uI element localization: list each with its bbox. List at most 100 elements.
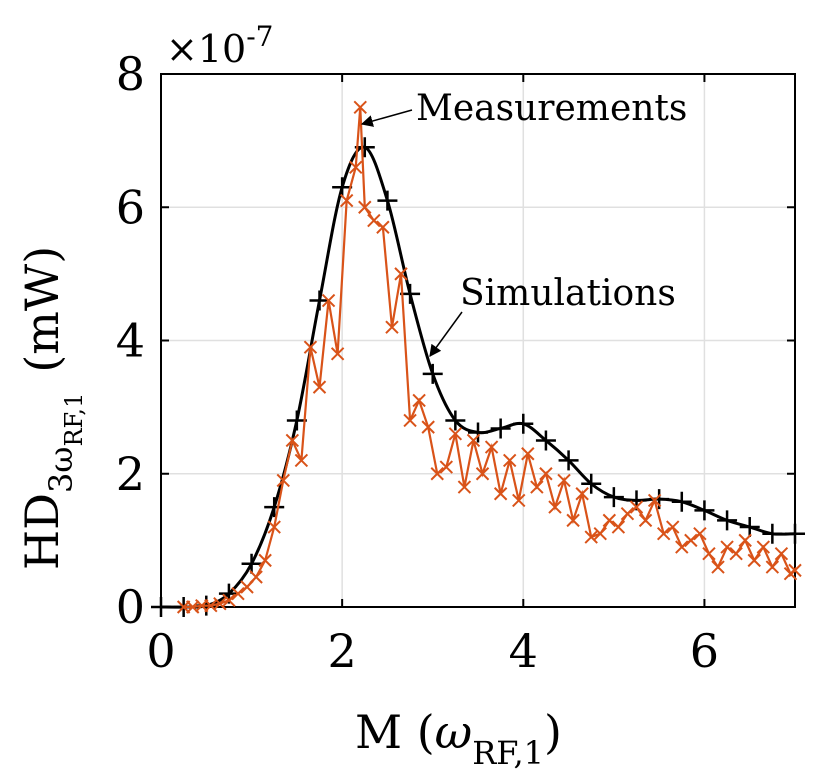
measurements-point: [512, 493, 526, 508]
measurements-point: [521, 447, 535, 461]
simulations-point: [535, 430, 556, 451]
simulations-point: [490, 418, 511, 439]
simulations-point: [468, 422, 488, 443]
measurements-point: [548, 500, 562, 514]
simulations-point: [603, 487, 624, 508]
measurements-point: [629, 500, 644, 514]
measurements-point: [353, 100, 367, 115]
simulations-point: [717, 510, 738, 531]
measurements-point: [321, 293, 336, 308]
measurements-point: [493, 487, 508, 501]
measurements-point: [702, 546, 716, 561]
measurements-point: [421, 420, 435, 434]
y-exponent: ×10-7: [166, 20, 273, 71]
measurements-point: [611, 520, 626, 534]
x-tick-label: 4: [509, 624, 538, 678]
measurements-point: [339, 193, 354, 208]
simulations-point: [309, 290, 330, 311]
y-tick-label: 8: [116, 47, 145, 101]
simulations-point: [694, 500, 715, 521]
simulations-point: [264, 497, 285, 518]
simulations-point: [400, 283, 421, 304]
measurements-point: [756, 540, 771, 554]
measurements-point: [656, 527, 671, 541]
ticks: [160, 73, 795, 608]
x-tick-label: 6: [690, 624, 719, 678]
measurements-point: [747, 553, 761, 568]
measurements-point: [729, 546, 743, 561]
measurements-point: [693, 527, 707, 541]
measurements-point: [330, 347, 345, 361]
x-tick-label: 0: [146, 624, 175, 678]
measurements-point: [593, 527, 607, 541]
measurements-point: [638, 513, 653, 528]
measurements-point: [457, 480, 472, 494]
measurements-point: [711, 560, 725, 574]
measurements-point: [647, 493, 662, 508]
measurements-point: [231, 586, 245, 601]
annotations: Measurements Simulations: [360, 88, 687, 357]
y-tick-label: 0: [116, 580, 145, 634]
measurements-point: [430, 467, 444, 481]
measurements-point: [349, 160, 363, 174]
y-tick-labels: 0 2 4 6 8: [116, 47, 145, 634]
measurements-point: [475, 467, 490, 481]
y-axis-title: HD3ωRF,1(mW): [15, 246, 88, 570]
measurements-point: [620, 507, 635, 521]
measurements-point: [403, 413, 417, 428]
measurements-point: [276, 473, 290, 488]
measurements-point: [358, 200, 372, 214]
simulations-point: [762, 523, 783, 544]
simulations-point: [241, 553, 262, 574]
measurements-point: [367, 213, 381, 228]
measurements-point: [466, 433, 481, 448]
measurements-point: [720, 540, 734, 554]
measurements-point: [738, 533, 752, 548]
simulations-point: [785, 523, 805, 544]
measurements-point: [285, 433, 300, 448]
measurements-point: [502, 453, 517, 468]
measurements-point: [765, 560, 780, 574]
annotation-arrow: [429, 311, 463, 357]
measurements-point: [303, 340, 318, 354]
simulations-point: [151, 597, 171, 617]
y-tick-label: 4: [116, 314, 145, 368]
simulations-point: [558, 450, 579, 471]
x-tick-label: 2: [328, 624, 357, 678]
measurements-point: [666, 520, 680, 534]
measurements-line: [183, 107, 796, 609]
measurements-point: [684, 533, 698, 548]
measurements-point: [213, 596, 227, 611]
measurements-point: [412, 393, 426, 408]
measurements-point: [294, 453, 309, 468]
measurements-point: [484, 440, 499, 454]
measurements-point: [439, 460, 454, 474]
measurements-point: [539, 467, 553, 481]
simulations-point: [581, 473, 602, 494]
series-measurements: [176, 100, 802, 614]
y-tick-label: 6: [116, 180, 145, 234]
measurements-point: [376, 220, 390, 234]
x-axis-title: M (ωRF,1): [355, 705, 562, 772]
annotation-simulations: Simulations: [460, 273, 676, 314]
simulations-point: [422, 363, 443, 384]
measurements-point: [312, 380, 327, 394]
measurements-point: [222, 593, 236, 608]
measurements-point: [566, 513, 580, 528]
series-simulations: [151, 137, 805, 617]
measurements-point: [675, 540, 689, 554]
y-tick-label: 2: [116, 447, 145, 501]
simulations-point: [671, 491, 692, 512]
simulations-point: [445, 410, 466, 431]
simulations-point: [332, 177, 353, 198]
simulations-point: [513, 413, 534, 434]
x-tick-labels: 0 2 4 6: [146, 624, 719, 678]
measurements-point: [584, 530, 598, 544]
measurements-point: [557, 473, 571, 488]
measurements-point: [602, 513, 617, 528]
measurements-point: [448, 427, 463, 441]
measurements-point: [394, 267, 408, 281]
simulations-line: [160, 145, 796, 609]
measurements-point: [575, 487, 589, 501]
